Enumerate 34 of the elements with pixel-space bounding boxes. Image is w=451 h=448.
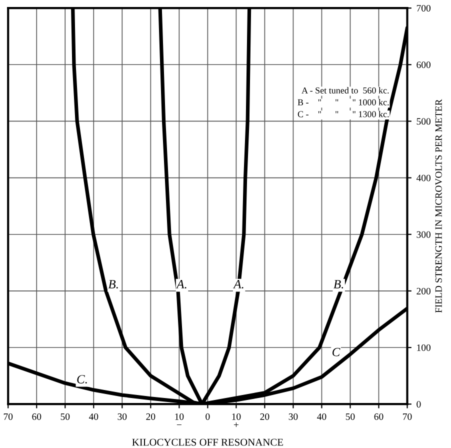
annotation: A. (232, 280, 244, 288)
annotation: C (332, 348, 340, 356)
x-tick-label: 70 (4, 413, 13, 420)
x-tick-label: 60 (374, 413, 384, 420)
y-tick-label: 500 (416, 118, 430, 125)
annotation: B - " " " 1000 kc. (298, 99, 389, 106)
x-tick-label: 40 (88, 413, 98, 420)
x-axis-title: KILOCYCLES OFF RESONANCE (132, 438, 283, 446)
x-tick-label: 10 + (232, 413, 241, 428)
x-tick-label: 20 (260, 413, 270, 420)
y-tick-label: 200 (416, 288, 430, 294)
annotation: C. (77, 375, 87, 384)
x-tick-label: 70 (403, 413, 412, 420)
y-tick-label: 300 (416, 231, 430, 238)
x-tick-label: 30 (288, 413, 298, 420)
y-tick-label: 100 (417, 344, 430, 351)
y-axis-title: FIELD STRENGTH IN MICROVOLTS PER METER (435, 99, 442, 313)
x-tick-label: 50 (60, 413, 70, 420)
y-tick-label: 700 (416, 4, 430, 12)
x-tick-label: 20 (146, 413, 156, 420)
y-tick-label: 0 (416, 401, 421, 408)
x-tick-label: 60 (32, 413, 42, 420)
annotation: B. (108, 280, 118, 288)
annotation: A. (176, 280, 186, 288)
annotation: B. (334, 280, 344, 288)
x-tick-label: 50 (346, 413, 355, 420)
x-tick-label: 0 (206, 413, 210, 420)
x-tick-label: 10 − (175, 413, 184, 426)
y-tick-label: 400 (416, 174, 430, 182)
x-tick-label: 40 (317, 413, 326, 420)
annotation: C - " " " 1300 kc. (298, 110, 389, 118)
x-tick-label: 30 (118, 413, 127, 420)
annotation: A - Set tuned to 560 kc. (302, 87, 389, 94)
y-tick-label: 600 (416, 62, 430, 68)
